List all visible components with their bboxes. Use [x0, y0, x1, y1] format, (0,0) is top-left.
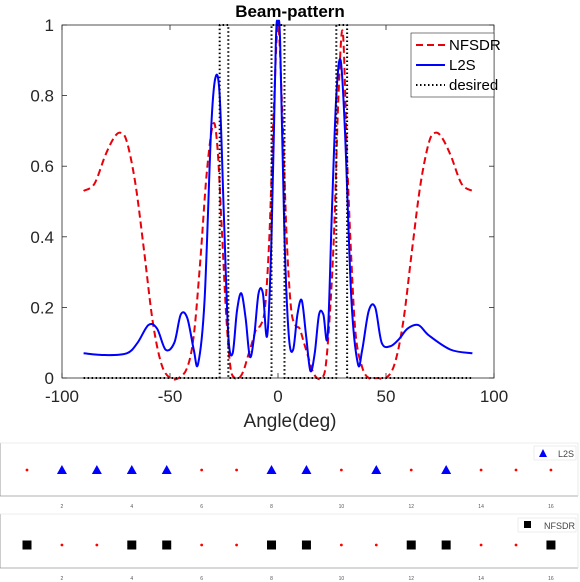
dot-marker: [339, 543, 343, 547]
strip-tick-label: 12: [408, 576, 414, 582]
square-marker: [162, 540, 172, 550]
strip-tick-label: 4: [130, 504, 133, 510]
y-tick-label: 1: [45, 16, 54, 35]
dot-marker: [60, 543, 64, 547]
main-y-ticks: 0 0.2 0.4 0.6 0.8 1: [30, 16, 494, 388]
strip-tick-label: 16: [548, 504, 554, 510]
strip1-legend-triangle-icon: [539, 449, 547, 457]
y-tick-label: 0.6: [30, 157, 54, 176]
strip-tick-label: 10: [339, 504, 345, 510]
square-marker: [546, 540, 556, 550]
triangle-marker: [126, 465, 137, 474]
dot-marker: [479, 468, 483, 472]
strip2-legend-square-icon: [524, 521, 531, 528]
nfsdr-strip-chart: 2 4 6 8 10 12 14 16 NFSDR: [0, 513, 579, 582]
dot-marker: [95, 543, 99, 547]
triangle-marker: [266, 465, 277, 474]
triangle-marker: [56, 465, 67, 474]
y-tick-label: 0.4: [30, 228, 54, 247]
strip-tick-label: 8: [270, 576, 273, 582]
dot-marker: [374, 543, 378, 547]
l2s-strip-chart: 2 4 6 8 10 12 14 16 L2S: [0, 442, 579, 510]
square-marker: [301, 540, 311, 550]
square-marker: [267, 540, 277, 550]
strip-tick-label: 10: [339, 576, 345, 582]
dot-marker: [549, 468, 553, 472]
x-tick-label: -50: [158, 387, 183, 406]
y-tick-label: 0.2: [30, 298, 54, 317]
dot-marker: [235, 543, 238, 547]
strip-tick-label: 14: [478, 504, 484, 510]
main-series: [83, 19, 473, 381]
dot-marker: [235, 468, 238, 472]
triangle-marker: [301, 465, 312, 474]
strip1-legend-label: L2S: [558, 449, 574, 459]
strip2-legend-box: [517, 517, 577, 533]
triangle-marker: [441, 465, 452, 474]
triangle-marker: [91, 465, 102, 474]
dot-marker: [200, 543, 204, 547]
y-tick-label: 0.8: [30, 87, 54, 106]
square-marker: [441, 540, 451, 550]
triangle-marker: [161, 465, 172, 474]
strip2-ticks: 2 4 6 8 10 12 14 16: [61, 576, 554, 582]
square-marker: [127, 540, 137, 550]
dot-marker: [409, 468, 413, 472]
series-line-desired: [83, 24, 473, 379]
strip-tick-label: 2: [61, 576, 64, 582]
main-x-ticks: -100 -50 0 50 100: [45, 25, 508, 406]
main-chart: 0 0.2 0.4 0.6 0.8 1 -100 -50 0 50 100 Beam-patter…: [30, 2, 508, 432]
strip-tick-label: 6: [200, 504, 203, 510]
dot-marker: [479, 543, 483, 547]
y-tick-label: 0: [45, 369, 54, 388]
x-tick-label: 0: [273, 387, 282, 406]
square-marker: [22, 540, 32, 550]
legend-label-l2s: L2S: [449, 57, 476, 74]
legend-label-desired: desired: [449, 77, 498, 94]
strip1-ticks: 2 4 6 8 10 12 14 16: [61, 504, 554, 510]
strip1-markers: [25, 465, 553, 474]
square-marker: [406, 540, 416, 550]
legend-label-nfsdr: NFSDR: [449, 37, 501, 54]
strip2-legend-label: NFSDR: [544, 521, 575, 531]
x-tick-label: 100: [480, 387, 508, 406]
x-tick-label: -100: [45, 387, 79, 406]
strip-tick-label: 6: [200, 576, 203, 582]
x-axis-label: Angle(deg): [244, 411, 337, 432]
dot-marker: [514, 468, 518, 472]
dot-marker: [200, 468, 204, 472]
strip-tick-label: 8: [270, 504, 273, 510]
strip-tick-label: 14: [478, 576, 484, 582]
dot-marker: [514, 543, 518, 547]
strip2-markers: [22, 540, 556, 550]
strip-tick-label: 4: [130, 576, 133, 582]
strip-tick-label: 2: [61, 504, 64, 510]
strip-tick-label: 12: [408, 504, 414, 510]
dot-marker: [339, 468, 343, 472]
strip-tick-label: 16: [548, 576, 554, 582]
main-legend: NFSDR L2S desired: [410, 32, 501, 98]
dot-marker: [25, 468, 29, 472]
chart-title: Beam-pattern: [235, 2, 345, 21]
triangle-marker: [371, 465, 382, 474]
x-tick-label: 50: [377, 387, 396, 406]
